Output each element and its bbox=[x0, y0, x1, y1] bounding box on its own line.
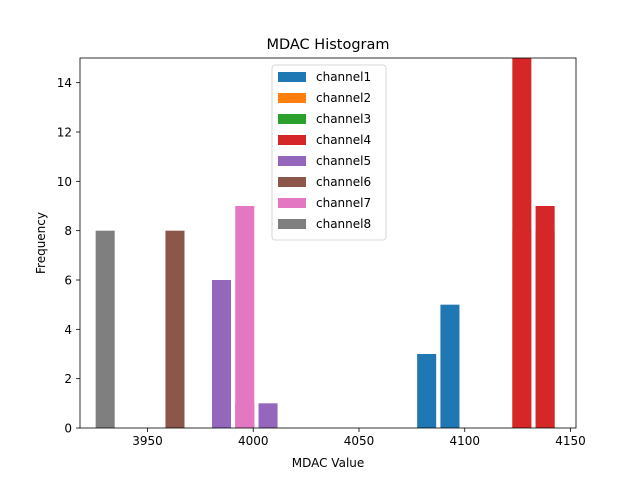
bar-channel4-0 bbox=[512, 58, 532, 428]
x-tick-label: 4050 bbox=[344, 434, 375, 448]
legend-label-channel2: channel2 bbox=[316, 91, 371, 105]
legend-swatch-channel1 bbox=[278, 72, 306, 82]
y-tick-label: 6 bbox=[64, 274, 72, 288]
legend-swatch-channel4 bbox=[278, 135, 306, 145]
x-axis-label: MDAC Value bbox=[292, 456, 365, 470]
legend-label-channel5: channel5 bbox=[316, 154, 371, 168]
bar-channel1-1 bbox=[440, 304, 460, 428]
legend-swatch-channel8 bbox=[278, 219, 306, 229]
legend-label-channel6: channel6 bbox=[316, 175, 371, 189]
y-tick-label: 0 bbox=[64, 422, 72, 436]
y-tick-label: 4 bbox=[64, 323, 72, 337]
legend-swatch-channel7 bbox=[278, 198, 306, 208]
legend-swatch-channel6 bbox=[278, 177, 306, 187]
x-tick-label: 4150 bbox=[555, 434, 586, 448]
x-tick-label: 4100 bbox=[449, 434, 480, 448]
x-tick-label: 3950 bbox=[132, 434, 163, 448]
legend-swatch-channel3 bbox=[278, 114, 306, 124]
legend-swatch-channel2 bbox=[278, 93, 306, 103]
bars-layer bbox=[95, 58, 555, 428]
y-tick-label: 12 bbox=[57, 126, 72, 140]
bar-channel7-0 bbox=[235, 206, 255, 428]
bar-channel5-0 bbox=[211, 280, 232, 428]
legend-swatch-channel5 bbox=[278, 156, 306, 166]
y-tick-label: 10 bbox=[57, 175, 72, 189]
x-tick-label: 4000 bbox=[238, 434, 269, 448]
y-tick-label: 14 bbox=[57, 76, 72, 90]
legend-label-channel7: channel7 bbox=[316, 196, 371, 210]
bar-channel1-0 bbox=[417, 354, 437, 428]
y-axis-label: Frequency bbox=[34, 212, 48, 274]
bar-channel8-0 bbox=[95, 230, 115, 428]
y-tick-label: 2 bbox=[64, 372, 72, 386]
bar-channel6-0 bbox=[165, 230, 185, 428]
plot-frame bbox=[79, 57, 577, 429]
y-axis-ticks: 0 2 4 6 8 10 12 14 bbox=[57, 76, 80, 436]
bar-channel5-2 bbox=[258, 403, 278, 428]
bar-channel4-1 bbox=[535, 206, 555, 428]
legend-label-channel3: channel3 bbox=[316, 112, 371, 126]
legend-label-channel8: channel8 bbox=[316, 217, 371, 231]
x-axis-ticks: 3950 4000 4050 4100 4150 bbox=[132, 428, 586, 448]
chart-title: MDAC Histogram bbox=[266, 37, 389, 53]
legend-label-channel1: channel1 bbox=[316, 70, 371, 84]
y-tick-label: 8 bbox=[64, 224, 72, 238]
legend-box bbox=[271, 64, 387, 241]
legend: channel1 channel2 channel3 channel4 channel5… bbox=[271, 64, 387, 241]
legend-label-channel4: channel4 bbox=[316, 133, 371, 147]
